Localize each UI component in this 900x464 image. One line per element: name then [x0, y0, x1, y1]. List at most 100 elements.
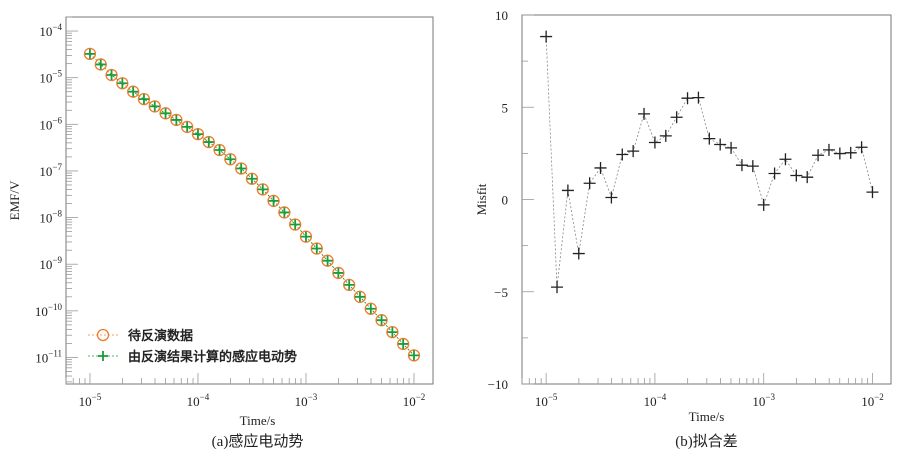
data-point-computed: [236, 163, 247, 174]
y-tick-label-base: 10: [39, 71, 52, 86]
y-tick-label: 10−4: [39, 22, 62, 39]
x-tick-label: 10−2: [403, 392, 426, 409]
misfit-point: [790, 169, 803, 182]
misfit-point: [670, 111, 683, 124]
data-point-observed: [386, 325, 399, 339]
x-tick-label: 10−3: [752, 392, 775, 409]
data-point-observed: [105, 68, 118, 82]
data-point-observed: [407, 349, 421, 362]
data-point-observed: [364, 302, 377, 315]
x-tick-label-base: 10: [187, 394, 200, 409]
misfit-point: [855, 141, 868, 154]
misfit-point: [627, 145, 640, 158]
data-point-observed: [397, 337, 410, 351]
data-point-computed: [192, 129, 203, 140]
caption-b: (b)拟合差: [675, 433, 738, 450]
data-point-observed: [353, 290, 367, 303]
y-tick-label-exp: −7: [52, 162, 62, 172]
x-axis-label: Time/s: [240, 413, 276, 428]
x-tick-label: 10−2: [861, 392, 884, 409]
y-tick-label-exp: −5: [52, 69, 62, 79]
data-point-observed: [289, 218, 302, 231]
misfit-point: [594, 161, 607, 174]
data-point-computed: [182, 121, 193, 132]
data-point-computed: [408, 350, 419, 361]
y-tick-label: 10−9: [39, 255, 62, 272]
y-tick-label-exp: −9: [52, 255, 62, 265]
x-tick-label: 10−3: [295, 392, 318, 409]
misfit-point: [725, 141, 738, 154]
data-point-observed: [170, 113, 183, 127]
y-tick-label-base: 10: [35, 350, 48, 365]
x-tick-label-exp: −4: [200, 392, 210, 402]
misfit-point: [583, 177, 596, 190]
data-point-computed: [322, 255, 333, 266]
plot-frame-b: [521, 14, 892, 385]
data-point-observed: [299, 230, 313, 243]
data-point-observed: [332, 266, 345, 280]
data-point-computed: [354, 291, 365, 302]
misfit-point: [768, 167, 781, 180]
data-point-observed: [159, 107, 172, 120]
misfit-point: [714, 138, 727, 151]
data-point-observed: [127, 85, 140, 98]
data-point-observed: [213, 143, 226, 157]
data-point-computed: [160, 108, 171, 119]
data-point-computed: [138, 94, 149, 105]
x-tick-label-base: 10: [403, 394, 416, 409]
data-point-computed: [257, 184, 268, 195]
misfit-point: [833, 147, 846, 160]
data-point-observed: [321, 254, 334, 267]
misfit-point: [757, 198, 770, 211]
data-point-computed: [387, 327, 398, 338]
data-point-observed: [375, 314, 388, 327]
misfit-point: [616, 148, 629, 161]
data-point-computed: [300, 231, 311, 242]
y-tick-label: 10−11: [35, 348, 62, 365]
x-tick-label-exp: −4: [657, 392, 667, 402]
misfit-point: [648, 136, 661, 149]
misfit-point: [812, 149, 825, 162]
y-tick-label-base: 10: [39, 211, 52, 226]
misfit-point: [540, 30, 553, 43]
x-tick-label-exp: −3: [308, 392, 318, 402]
data-point-computed: [344, 279, 355, 290]
data-point-computed: [95, 59, 106, 70]
y-tick-label: 10−5: [39, 69, 62, 86]
misfit-point: [703, 132, 716, 145]
y-tick-label-base: 10: [39, 117, 52, 132]
misfit-point: [746, 160, 759, 173]
misfit-line: [545, 36, 873, 288]
y-tick-label: 5: [502, 100, 509, 115]
x-tick-label-exp: −3: [765, 392, 775, 402]
data-point-computed: [290, 219, 301, 230]
misfit-point: [779, 153, 792, 166]
data-point-computed: [398, 338, 409, 349]
data-point-observed: [224, 153, 237, 166]
y-tick-label: −5: [494, 285, 508, 300]
y-tick-label: 10−8: [39, 209, 62, 226]
misfit-point: [866, 186, 879, 199]
y-tick-label-exp: −11: [48, 348, 62, 358]
data-point-computed: [214, 145, 225, 156]
misfit-point: [822, 143, 835, 156]
x-tick-label-exp: −5: [92, 392, 102, 402]
data-point-computed: [149, 101, 160, 112]
misfit-point: [692, 91, 705, 104]
data-point-computed: [106, 70, 117, 81]
misfit-point: [844, 146, 857, 159]
data-point-computed: [311, 243, 322, 254]
data-point-observed: [181, 120, 194, 134]
data-point-computed: [365, 303, 376, 314]
data-point-computed: [225, 154, 236, 165]
data-point-observed: [267, 194, 280, 208]
data-point-computed: [128, 86, 139, 97]
misfit-point: [572, 247, 585, 260]
data-point-observed: [245, 172, 259, 185]
y-tick-label-exp: −6: [52, 115, 62, 125]
data-point-computed: [279, 207, 290, 218]
data-point-observed: [343, 278, 356, 292]
y-tick-label: 10−6: [39, 115, 62, 132]
